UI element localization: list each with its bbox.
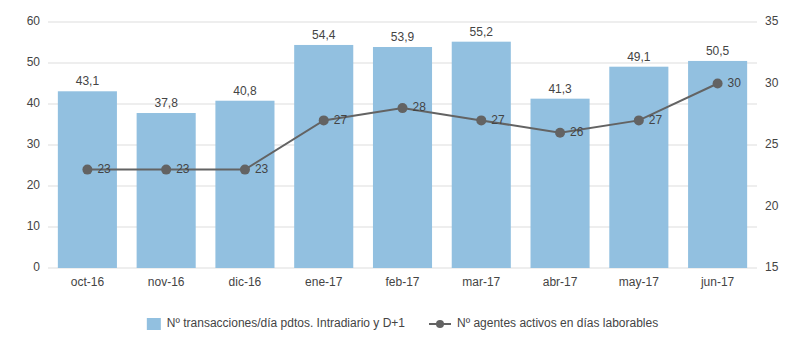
- bar: [452, 42, 511, 268]
- bar-label: 55,2: [470, 25, 494, 39]
- chart: 0 10 20 30 40 50 60 15 20 25 30 35 oct-16 nov-16 dic-1…: [0, 0, 805, 340]
- line-marker: [713, 79, 723, 89]
- x-tick-label: ene-17: [305, 275, 343, 289]
- line-label: 28: [413, 100, 427, 114]
- legend-item: Nº transacciones/día pdtos. Intradiario …: [147, 316, 405, 330]
- y-tick-label: 20: [27, 178, 41, 192]
- x-tick-label: oct-16: [71, 275, 105, 289]
- line-label: 23: [176, 162, 190, 176]
- bar-label: 40,8: [233, 84, 257, 98]
- legend-swatch: [436, 320, 444, 328]
- x-tick-label: nov-16: [148, 275, 185, 289]
- x-tick-label: dic-16: [229, 275, 262, 289]
- line-marker: [555, 128, 565, 138]
- x-tick-label: abr-17: [543, 275, 578, 289]
- line-marker: [161, 165, 171, 175]
- line-marker: [319, 115, 329, 125]
- y2-tick-label: 30: [765, 76, 779, 90]
- bar-label: 53,9: [391, 30, 415, 44]
- line-label: 27: [491, 113, 505, 127]
- line-label: 27: [334, 113, 348, 127]
- line-label: 26: [570, 125, 584, 139]
- grid: [48, 22, 757, 268]
- line-label: 23: [97, 162, 111, 176]
- line-marker: [398, 103, 408, 113]
- legend-label: Nº agentes activos en días laborables: [457, 316, 658, 330]
- line-marker: [476, 115, 486, 125]
- data-labels: 43,1 37,8 40,8 54,4 53,9 55,2 41,3 49,1 50,5 23 23…: [76, 25, 742, 176]
- line-marker: [82, 165, 92, 175]
- line-label: 27: [649, 113, 663, 127]
- legend-label: Nº transacciones/día pdtos. Intradiario …: [167, 316, 405, 330]
- grid-line: [48, 22, 757, 23]
- y-tick-label: 50: [27, 55, 41, 69]
- y2-tick-label: 25: [765, 137, 779, 151]
- marks: [58, 42, 747, 268]
- x-tick-label: may-17: [619, 275, 659, 289]
- bar: [609, 67, 668, 268]
- bar: [294, 45, 353, 268]
- bar: [531, 99, 590, 268]
- bar-label: 50,5: [706, 44, 730, 58]
- y2-tick-label: 20: [765, 199, 779, 213]
- bar: [373, 47, 432, 268]
- line-marker: [240, 165, 250, 175]
- bar-label: 41,3: [548, 82, 572, 96]
- y2-tick-label: 35: [765, 14, 779, 28]
- bar: [58, 91, 117, 268]
- legend-swatch: [147, 318, 161, 330]
- y2-tick-label: 15: [765, 260, 779, 274]
- bar-label: 54,4: [312, 28, 336, 42]
- y-tick-label: 40: [27, 96, 41, 110]
- legend-item: Nº agentes activos en días laborables: [429, 316, 658, 330]
- bar: [137, 113, 196, 268]
- bar-label: 37,8: [154, 96, 178, 110]
- legend: Nº transacciones/día pdtos. Intradiario …: [147, 316, 658, 330]
- bar: [688, 61, 747, 268]
- line: [87, 84, 717, 170]
- x-tick-label: feb-17: [385, 275, 419, 289]
- line-label: 23: [255, 162, 269, 176]
- bar-label: 43,1: [76, 74, 100, 88]
- x-tick-label: mar-17: [462, 275, 500, 289]
- y-tick-label: 10: [27, 219, 41, 233]
- bar: [215, 101, 274, 268]
- line-label: 30: [728, 76, 742, 90]
- x-tick-label: jun-17: [700, 275, 735, 289]
- y-tick-label: 30: [27, 137, 41, 151]
- y-tick-label: 60: [27, 14, 41, 28]
- y-tick-label: 0: [33, 260, 40, 274]
- line-marker: [634, 115, 644, 125]
- bar-label: 49,1: [627, 50, 651, 64]
